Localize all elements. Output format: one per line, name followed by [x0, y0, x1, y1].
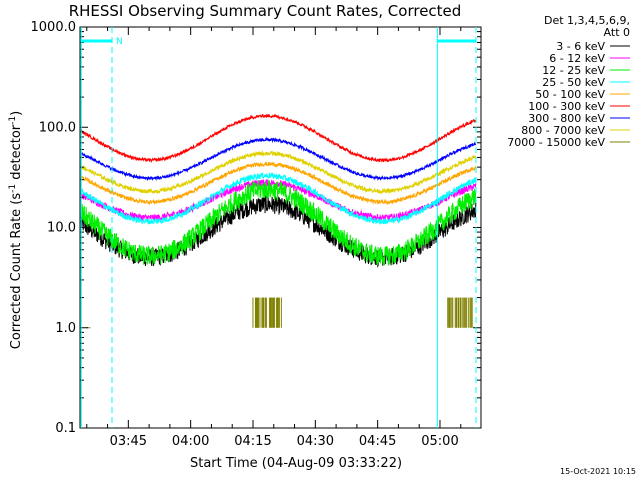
- legend-label-7: 800 - 7000 keV: [521, 124, 605, 137]
- x-axis-ticks: 03:45 04:00 04:15 04:30 04:45 05:00: [86, 27, 462, 449]
- legend-label-4: 50 - 100 keV: [535, 88, 605, 101]
- series-line-4: [80, 161, 477, 206]
- legend-label-6: 300 - 800 keV: [528, 112, 605, 125]
- series-line-6: [80, 136, 477, 182]
- x-axis-label: Start Time (04-Aug-09 03:33:22): [190, 456, 402, 471]
- series-line-1: [80, 179, 477, 223]
- plot-area: [80, 113, 477, 329]
- legend-label-0: 3 - 6 keV: [556, 40, 605, 53]
- plot-frame: [79, 26, 482, 429]
- x-tick-label: 04:45: [359, 434, 396, 449]
- y-axis-label: Corrected Count Rate (s-1 detector-1): [8, 111, 24, 349]
- x-tick-label: 04:15: [234, 434, 271, 449]
- y-tick-label: 10.0: [47, 221, 76, 236]
- x-tick-label: 05:00: [421, 434, 458, 449]
- legend-header-line1: Det 1,3,4,5,6,9,: [544, 14, 630, 27]
- series-line-3: [80, 172, 477, 225]
- saa-label: N: [116, 37, 123, 47]
- x-tick-label: 04:00: [172, 434, 209, 449]
- x-tick-label: 03:45: [110, 434, 147, 449]
- legend-header-line2: Att 0: [604, 26, 630, 39]
- legend-label-8: 7000 - 15000 keV: [507, 136, 605, 149]
- series-line-2: [80, 179, 477, 266]
- axes: [79, 26, 482, 429]
- legend-label-1: 6 - 12 keV: [549, 52, 605, 65]
- chart-title: RHESSI Observing Summary Count Rates, Co…: [69, 2, 462, 20]
- y-tick-label: 0.1: [55, 421, 76, 436]
- series-line-7: [80, 150, 476, 195]
- y-axis-ticks: 1000.0 100.0 10.0 1.0 0.1: [31, 20, 481, 436]
- legend-label-2: 12 - 25 keV: [542, 64, 605, 77]
- x-tick-label: 04:30: [297, 434, 334, 449]
- series-line-5: [80, 113, 477, 164]
- y-tick-label: 1000.0: [31, 20, 77, 35]
- y-tick-label: 100.0: [39, 120, 76, 135]
- night-saa-markers: N: [80, 27, 477, 428]
- footer-date: 15-Oct-2021 10:15: [560, 467, 636, 476]
- legend-label-3: 25 - 50 keV: [542, 76, 605, 89]
- legend-label-5: 100 - 300 keV: [528, 100, 605, 113]
- y-tick-label: 1.0: [55, 321, 76, 336]
